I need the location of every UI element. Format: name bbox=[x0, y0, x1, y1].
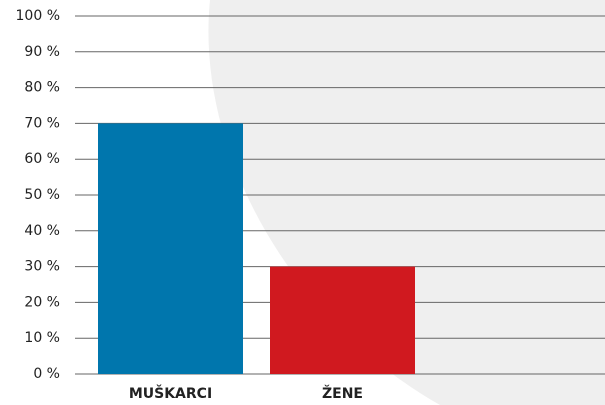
y-tick-label: 30 % bbox=[24, 259, 60, 275]
bar bbox=[270, 266, 415, 374]
y-tick-label: 10 % bbox=[24, 330, 60, 346]
y-tick-label: 0 % bbox=[33, 366, 60, 382]
y-tick-label: 80 % bbox=[24, 80, 60, 96]
bar bbox=[98, 123, 243, 375]
y-tick-label: 90 % bbox=[24, 44, 60, 60]
x-tick-label: MUŠKARCI bbox=[129, 384, 212, 402]
x-tick-label: ŽENE bbox=[322, 385, 363, 402]
y-tick-label: 100 % bbox=[16, 8, 60, 24]
y-tick-label: 40 % bbox=[24, 223, 60, 239]
y-tick-label: 20 % bbox=[24, 294, 60, 310]
background-shape bbox=[208, 0, 605, 405]
y-tick-label: 60 % bbox=[24, 151, 60, 167]
y-tick-label: 50 % bbox=[24, 187, 60, 203]
y-tick-label: 70 % bbox=[24, 115, 60, 131]
